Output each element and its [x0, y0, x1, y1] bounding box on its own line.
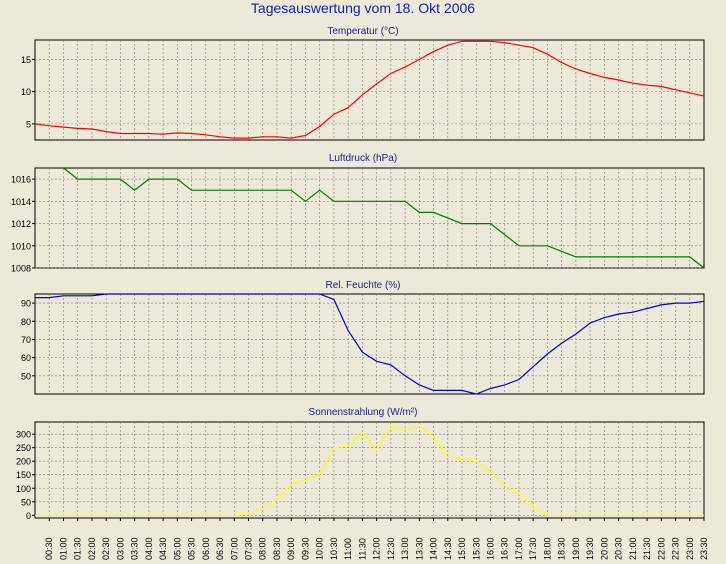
x-tick-label: 23:00 — [685, 537, 695, 560]
x-tick-label: 06:30 — [215, 537, 225, 560]
x-tick-label: 22:00 — [656, 537, 666, 560]
y-tick-label: 15 — [21, 55, 31, 65]
chart-title: Luftdruck (hPa) — [329, 153, 397, 164]
x-tick-label: 09:00 — [286, 537, 296, 560]
x-tick-label: 07:00 — [229, 537, 239, 560]
x-tick-label: 02:00 — [87, 537, 97, 560]
y-tick-label: 1008 — [11, 264, 31, 274]
data-line — [35, 293, 705, 395]
y-tick-label: 100 — [16, 484, 31, 494]
x-tick-label: 02:30 — [101, 537, 111, 560]
x-tick-label: 15:30 — [471, 537, 481, 560]
x-tick-label: 20:30 — [614, 537, 624, 560]
y-tick-label: 250 — [16, 443, 31, 453]
x-tick-label: 07:30 — [244, 537, 254, 560]
x-tick-label: 08:00 — [258, 537, 268, 560]
x-tick-label: 18:30 — [557, 537, 567, 560]
x-tick-label: 08:30 — [272, 537, 282, 560]
x-tick-label: 04:00 — [144, 537, 154, 560]
y-tick-label: 10 — [21, 87, 31, 97]
chart-title: Temperatur (°C) — [327, 26, 398, 37]
x-tick-label: 11:00 — [343, 538, 353, 560]
x-tick-label: 03:30 — [130, 537, 140, 560]
data-line — [34, 40, 705, 139]
y-tick-label: 300 — [16, 430, 31, 440]
chart-panel: Rel. Feuchte (%) 50 60 70 80 90 — [21, 280, 705, 395]
plot-area — [34, 167, 705, 269]
data-line — [63, 167, 705, 269]
x-tick-label: 09:30 — [300, 537, 310, 560]
y-tick-label: 5 — [26, 119, 31, 129]
plot-area — [34, 421, 705, 519]
x-tick-label: 11:30 — [357, 538, 367, 560]
x-tick-label: 22:30 — [671, 537, 681, 560]
y-tick-label: 50 — [21, 497, 31, 507]
x-tick-label: 17:00 — [514, 537, 524, 560]
y-tick-label: 60 — [21, 353, 31, 363]
y-tick-label: 1016 — [11, 175, 31, 185]
y-tick-label: 200 — [16, 457, 31, 467]
x-tick-label: 15:00 — [457, 537, 467, 560]
x-tick-label: 13:30 — [414, 537, 424, 560]
y-tick-label: 1012 — [11, 219, 31, 229]
y-tick-label: 150 — [16, 470, 31, 480]
x-tick-label: 21:30 — [642, 537, 652, 560]
x-tick-label: 13:00 — [400, 537, 410, 560]
x-tick-label: 00:30 — [44, 537, 54, 560]
x-tick-label: 16:00 — [485, 537, 495, 560]
x-tick-label: 18:00 — [542, 537, 552, 560]
x-tick-label: 17:30 — [528, 537, 538, 560]
x-tick-label: 05:30 — [187, 537, 197, 560]
x-tick-label: 01:00 — [58, 537, 68, 560]
x-tick-label: 05:00 — [172, 537, 182, 560]
chart-panel: Sonnenstrahlung (W/m²) 0 50 100 150 200 250 300 — [16, 407, 705, 521]
chart-title: Sonnenstrahlung (W/m²) — [309, 407, 418, 418]
plot-area — [34, 293, 705, 395]
x-tick-label: 01:30 — [73, 537, 83, 560]
x-tick-label: 06:00 — [201, 537, 211, 560]
y-tick-label: 1014 — [11, 197, 31, 207]
x-tick-label: 10:00 — [315, 537, 325, 560]
x-tick-label: 12:00 — [372, 537, 382, 560]
y-tick-label: 50 — [21, 371, 31, 381]
x-tick-label: 14:00 — [429, 537, 439, 560]
y-tick-label: 90 — [21, 299, 31, 309]
x-tick-label: 12:30 — [386, 537, 396, 560]
chart-panel: Luftdruck (hPa) 1008 1010 1012 1014 1016 — [11, 153, 705, 274]
x-tick-label: 10:30 — [329, 537, 339, 560]
x-tick-label: 14:30 — [443, 537, 453, 560]
x-tick-label: 19:00 — [571, 537, 581, 560]
chart-title: Rel. Feuchte (%) — [325, 280, 400, 291]
y-tick-label: 0 — [26, 511, 31, 521]
page-title: Tagesauswertung vom 18. Okt 2006 — [250, 0, 476, 16]
y-tick-label: 70 — [21, 335, 31, 345]
data-line — [35, 425, 704, 516]
x-tick-label: 04:30 — [158, 537, 168, 560]
x-tick-label: 19:30 — [585, 537, 595, 560]
x-tick-label: 23:30 — [699, 537, 709, 560]
x-tick-label: 03:00 — [115, 537, 125, 560]
y-tick-label: 80 — [21, 317, 31, 327]
x-tick-label: 16:30 — [500, 537, 510, 560]
x-tick-label: 21:00 — [628, 537, 638, 560]
chart-panel: Temperatur (°C) 5 10 15 — [21, 26, 705, 141]
y-tick-label: 1010 — [11, 241, 31, 251]
x-tick-label: 20:00 — [599, 537, 609, 560]
